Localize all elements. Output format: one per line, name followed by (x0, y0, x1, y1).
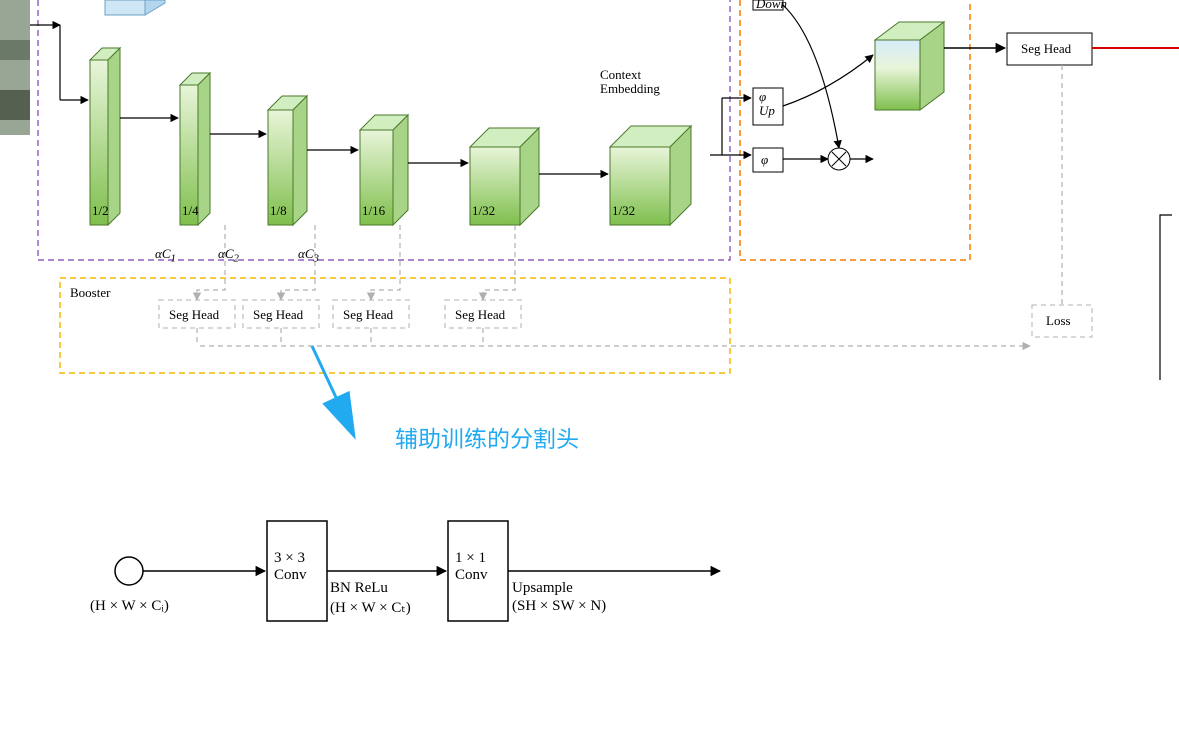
out-shape: (SH × SW × N) (512, 598, 606, 615)
phi-up-box-label: φUp (759, 90, 775, 117)
conv3x3-label: 3 × 3Conv (274, 550, 307, 585)
input-shape: (H × W × Cᵢ) (90, 598, 169, 615)
stage-label-s132b: 1/32 (612, 203, 635, 219)
stage-label-s18: 1/8 (270, 203, 287, 219)
flow-input (115, 557, 143, 585)
detail-branch-cube-clipped (105, 0, 165, 15)
aggregation-output-cube (875, 22, 944, 110)
stage-label-s132a: 1/32 (472, 203, 495, 219)
booster-seg-head-label-0: Seg Head (169, 307, 219, 323)
ac3-label: αC3 (298, 246, 319, 265)
ac1-label: αC1 (155, 246, 176, 265)
backbone-stage-s12 (90, 48, 120, 225)
loss-label: Loss (1046, 313, 1071, 329)
conv1x1-label: 1 × 1Conv (455, 550, 488, 585)
phi-box-label: φ (761, 152, 768, 168)
mid-shape: (H × W × Cₜ) (330, 598, 411, 617)
booster-seg-head-label-2: Seg Head (343, 307, 393, 323)
stage-label-s12: 1/2 (92, 203, 109, 219)
caption: 辅助训练的分割头 (395, 420, 579, 454)
booster-label: Booster (70, 285, 110, 301)
booster-seg-head-label-3: Seg Head (455, 307, 505, 323)
output-seg-head-label: Seg Head (1021, 41, 1071, 57)
booster-seg-head-label-1: Seg Head (253, 307, 303, 323)
down-label: Down (756, 0, 787, 12)
upsample-label: Upsample (512, 580, 573, 597)
caption-pointer (312, 346, 354, 436)
stage-label-s116: 1/16 (362, 203, 385, 219)
stage-label-s14: 1/4 (182, 203, 199, 219)
ac2-label: αC2 (218, 246, 239, 265)
context-embedding-label: ContextEmbedding (600, 68, 660, 97)
bnrelu-label: BN ReLu (330, 580, 388, 597)
